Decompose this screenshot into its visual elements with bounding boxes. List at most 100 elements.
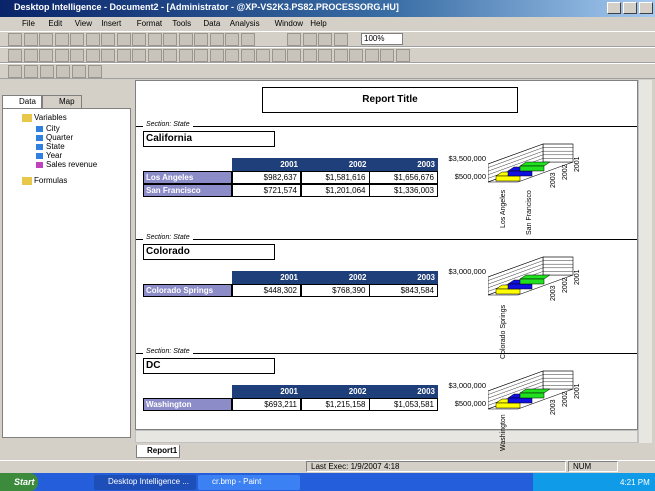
toolbar-button[interactable] (349, 49, 363, 62)
chart-x-label: Colorado Springs (500, 304, 507, 359)
window-button[interactable] (639, 2, 653, 14)
title-bar (0, 0, 655, 17)
toolbar-button[interactable] (85, 33, 100, 46)
menu-item[interactable]: Data (203, 19, 221, 28)
toolbar-button[interactable] (40, 65, 54, 78)
toolbar-button[interactable] (271, 49, 286, 62)
toolbar-button[interactable] (132, 49, 146, 62)
status-bar (0, 460, 655, 473)
column-header: 2003 (369, 158, 438, 171)
tree-item[interactable]: Sales revenue (46, 160, 98, 169)
toolbar-button[interactable] (8, 33, 22, 46)
tree-item[interactable]: Quarter (46, 133, 74, 142)
cell: $1,053,581 (369, 398, 438, 411)
report-tab[interactable]: Report1 (136, 445, 180, 458)
toolbar-button[interactable] (70, 33, 84, 46)
panel-tab[interactable]: Map (42, 95, 82, 108)
toolbar-button[interactable] (240, 33, 255, 46)
toolbar-button[interactable] (39, 33, 53, 46)
toolbar-button[interactable] (302, 33, 317, 46)
toolbar-button[interactable] (256, 49, 270, 62)
toolbar (0, 63, 655, 79)
toolbar-button[interactable] (194, 49, 208, 62)
toolbar-button[interactable] (380, 49, 394, 62)
task-button[interactable]: Desktop Intelligence ... (94, 475, 196, 490)
toolbar-button[interactable] (240, 49, 255, 62)
section-label: Section: State (143, 234, 193, 241)
toolbar-button[interactable] (54, 33, 69, 46)
chart-y-label: $3,500,000 (448, 154, 486, 163)
toolbar-button[interactable] (178, 33, 193, 46)
row-city: San Francisco (143, 184, 232, 197)
toolbar-button[interactable] (318, 49, 332, 62)
toolbar-button[interactable] (70, 49, 84, 62)
menu-item[interactable]: Insert (101, 19, 122, 28)
toolbar-button[interactable] (24, 65, 38, 78)
cell: $843,584 (369, 284, 438, 297)
menu-item[interactable]: View (74, 19, 92, 28)
menu-item[interactable]: Analysis (229, 19, 260, 28)
toolbar-button[interactable] (225, 49, 239, 62)
toolbar-button[interactable] (101, 49, 115, 62)
toolbar-button[interactable] (287, 33, 301, 46)
cell: $982,637 (232, 171, 301, 184)
menu-item[interactable]: Format (136, 19, 163, 28)
task-button[interactable]: cr.bmp - Paint (198, 475, 300, 490)
chart-3d (488, 143, 574, 183)
cell: $1,581,616 (300, 171, 370, 184)
toolbar-button[interactable] (101, 33, 115, 46)
toolbar-button[interactable] (23, 49, 38, 62)
chart-3d (488, 256, 574, 296)
toolbar-button[interactable] (56, 65, 70, 78)
tree-item[interactable]: Year (46, 151, 63, 160)
toolbar-button[interactable] (88, 65, 102, 78)
menu-item[interactable]: Window (274, 19, 304, 28)
toolbar-button[interactable] (318, 33, 332, 46)
toolbar-button[interactable] (147, 33, 162, 46)
toolbar-button[interactable] (333, 49, 348, 62)
toolbar-button[interactable] (209, 33, 224, 46)
toolbar-button[interactable] (132, 33, 146, 46)
toolbar-button[interactable] (194, 33, 208, 46)
toolbar-button[interactable] (147, 49, 162, 62)
clock: 4:21 PM (620, 478, 650, 487)
zoom-box[interactable]: 100% (361, 33, 403, 45)
toolbar-button[interactable] (116, 49, 131, 62)
tree-item[interactable]: State (46, 142, 65, 151)
toolbar-button[interactable] (209, 49, 224, 62)
column-header: 2003 (369, 385, 438, 398)
toolbar-button[interactable] (163, 33, 177, 46)
menu-item[interactable]: Help (310, 19, 327, 28)
toolbar-button[interactable] (364, 49, 379, 62)
menu-item[interactable]: File (22, 19, 35, 28)
toolbar-button[interactable] (54, 49, 69, 62)
chart-z-label: 2002 (562, 164, 569, 180)
toolbar-button[interactable] (8, 49, 22, 62)
toolbar-button[interactable] (178, 49, 193, 62)
tree-item[interactable]: City (46, 124, 60, 133)
toolbar-button[interactable] (287, 49, 301, 62)
tree-root[interactable]: Variables (34, 113, 67, 122)
toolbar-button[interactable] (23, 33, 38, 46)
menu-item[interactable]: Tools (172, 19, 192, 28)
column-header: 2003 (369, 271, 438, 284)
toolbar-button[interactable] (8, 65, 22, 78)
menu-item[interactable]: Edit (48, 19, 63, 28)
toolbar-button[interactable] (72, 65, 86, 78)
panel-tab[interactable]: Data (2, 95, 42, 108)
toolbar-button[interactable] (302, 49, 317, 62)
toolbar-button[interactable] (85, 49, 100, 62)
toolbar-button[interactable] (163, 49, 177, 62)
toolbar-button[interactable] (333, 33, 348, 46)
window-button[interactable] (607, 2, 621, 14)
toolbar-button[interactable] (116, 33, 131, 46)
row-city: Los Angeles (143, 171, 232, 184)
column-header: 2001 (232, 385, 301, 398)
window-button[interactable] (623, 2, 637, 14)
column-header: 2001 (232, 271, 301, 284)
start-button[interactable]: Start (0, 473, 38, 491)
toolbar-button[interactable] (225, 33, 239, 46)
toolbar-button[interactable] (39, 49, 53, 62)
tree-formulas[interactable]: Formulas (34, 176, 68, 185)
toolbar-button[interactable] (395, 49, 410, 62)
